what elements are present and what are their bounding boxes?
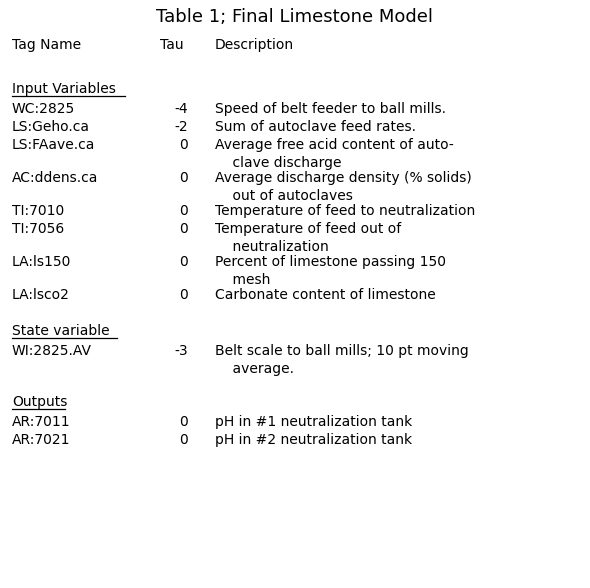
Text: LS:Geho.ca: LS:Geho.ca [12,120,90,134]
Text: LS:FAave.ca: LS:FAave.ca [12,138,96,152]
Text: Average free acid content of auto-
    clave discharge: Average free acid content of auto- clave… [215,138,454,170]
Text: 0: 0 [179,171,188,185]
Text: Speed of belt feeder to ball mills.: Speed of belt feeder to ball mills. [215,102,446,116]
Text: Belt scale to ball mills; 10 pt moving
    average.: Belt scale to ball mills; 10 pt moving a… [215,344,468,376]
Text: State variable: State variable [12,324,110,338]
Text: AR:7011: AR:7011 [12,415,71,429]
Text: Tag Name: Tag Name [12,38,81,52]
Text: 0: 0 [179,433,188,447]
Text: Carbonate content of limestone: Carbonate content of limestone [215,288,436,302]
Text: Sum of autoclave feed rates.: Sum of autoclave feed rates. [215,120,416,134]
Text: 0: 0 [179,204,188,218]
Text: Temperature of feed out of
    neutralization: Temperature of feed out of neutralizatio… [215,222,401,254]
Text: 0: 0 [179,138,188,152]
Text: pH in #1 neutralization tank: pH in #1 neutralization tank [215,415,412,429]
Text: -3: -3 [175,344,188,358]
Text: Percent of limestone passing 150
    mesh: Percent of limestone passing 150 mesh [215,255,446,287]
Text: AC:ddens.ca: AC:ddens.ca [12,171,99,185]
Text: LA:ls150: LA:ls150 [12,255,71,269]
Text: TI:7056: TI:7056 [12,222,64,236]
Text: 0: 0 [179,222,188,236]
Text: WC:2825: WC:2825 [12,102,76,116]
Text: WI:2825.AV: WI:2825.AV [12,344,92,358]
Text: -2: -2 [175,120,188,134]
Text: Input Variables: Input Variables [12,82,116,96]
Text: -4: -4 [175,102,188,116]
Text: 0: 0 [179,255,188,269]
Text: Tau: Tau [160,38,183,52]
Text: 0: 0 [179,415,188,429]
Text: Outputs: Outputs [12,395,67,409]
Text: Temperature of feed to neutralization: Temperature of feed to neutralization [215,204,476,218]
Text: Table 1; Final Limestone Model: Table 1; Final Limestone Model [156,8,434,26]
Text: LA:lsco2: LA:lsco2 [12,288,70,302]
Text: pH in #2 neutralization tank: pH in #2 neutralization tank [215,433,412,447]
Text: Description: Description [215,38,294,52]
Text: 0: 0 [179,288,188,302]
Text: Average discharge density (% solids)
    out of autoclaves: Average discharge density (% solids) out… [215,171,472,203]
Text: AR:7021: AR:7021 [12,433,70,447]
Text: TI:7010: TI:7010 [12,204,64,218]
